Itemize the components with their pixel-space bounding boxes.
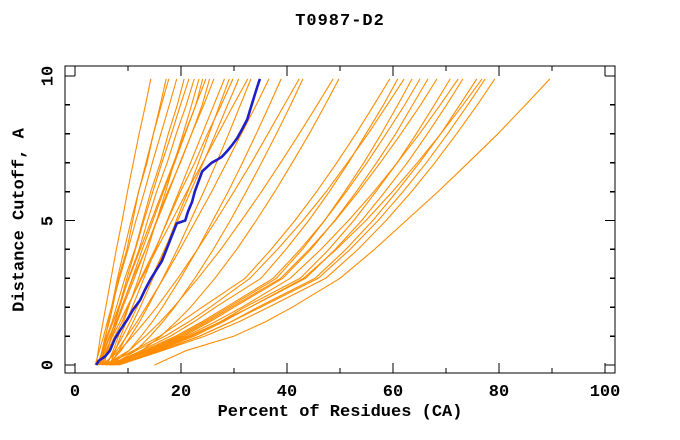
model-curve	[104, 78, 334, 366]
model-curve	[100, 78, 234, 366]
best-model-curve	[95, 78, 262, 366]
model-curve	[102, 78, 405, 366]
model-curve	[103, 78, 190, 366]
x-tick-label-80: 80	[488, 383, 510, 402]
y-tick-label-0: 0	[39, 359, 59, 371]
model-curve	[106, 78, 200, 366]
model-curve	[110, 78, 483, 366]
model-curve	[95, 78, 152, 366]
model-curve	[154, 78, 551, 366]
model-curve	[107, 78, 252, 366]
chart-title: T0987-D2	[295, 12, 385, 31]
model-curve	[98, 78, 249, 366]
model-curve	[108, 78, 230, 366]
model-curve	[118, 78, 496, 366]
model-curve	[108, 78, 459, 366]
x-axis-label: Percent of Residues (CA)	[217, 403, 463, 422]
model-curve	[108, 78, 340, 366]
model-curve	[114, 78, 486, 366]
model-curve	[109, 78, 413, 366]
model-curve	[112, 78, 399, 366]
model-curve	[105, 78, 429, 366]
model-curve	[114, 78, 421, 366]
model-curve	[111, 78, 438, 366]
x-tick-label-40: 40	[276, 383, 298, 402]
model-curve	[112, 78, 464, 366]
x-tick-label-20: 20	[170, 383, 192, 402]
model-curve	[116, 78, 451, 366]
y-axis-label: Distance Cutoff, A	[10, 128, 30, 312]
x-tick-label-60: 60	[382, 383, 404, 402]
x-tick-label-100: 100	[589, 383, 621, 402]
x-tick-label-0: 0	[69, 383, 81, 402]
model-curve	[105, 78, 240, 366]
model-curve	[101, 78, 300, 366]
y-tick-label-5: 5	[39, 215, 59, 226]
y-tick-label-10: 10	[39, 65, 59, 87]
model-curve	[100, 78, 170, 366]
model-curve	[106, 78, 391, 366]
model-curve	[97, 78, 215, 366]
model-curve	[94, 78, 178, 366]
model-curve	[111, 78, 304, 366]
model-curve	[103, 78, 270, 366]
